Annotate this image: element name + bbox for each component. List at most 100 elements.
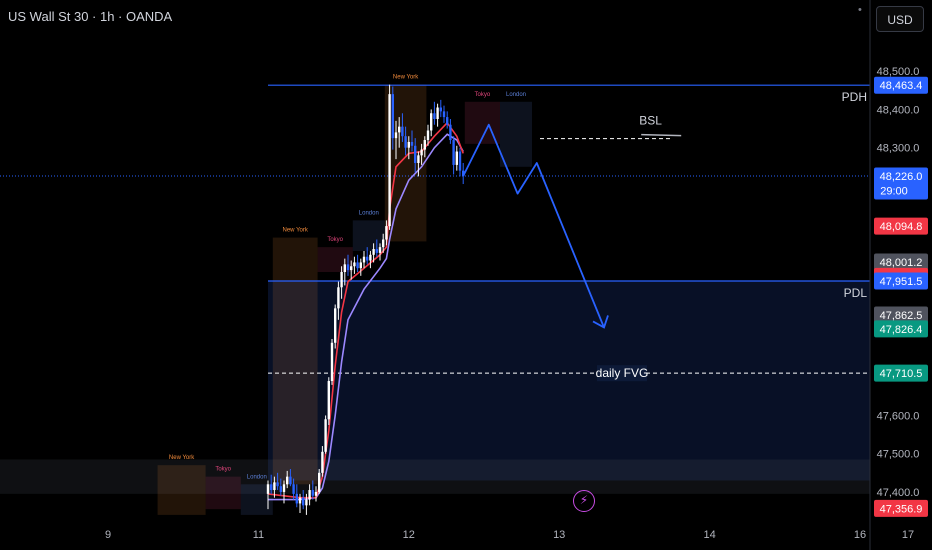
candle-body: [378, 247, 382, 253]
candle: [295, 484, 298, 508]
candle-body: [273, 482, 276, 491]
level-label-pdl: PDL: [844, 286, 868, 300]
candle-body: [375, 249, 378, 253]
candle-body: [385, 226, 388, 240]
projection-path: [462, 123, 605, 328]
session-box-5: [352, 220, 385, 251]
candle-body: [452, 140, 455, 165]
candle-body: [337, 287, 340, 309]
price-badge-label: 48,001.2: [880, 257, 923, 269]
candle-body: [442, 111, 446, 118]
candle: [410, 130, 414, 152]
candle: [449, 119, 452, 144]
candle-body: [439, 107, 442, 112]
candle: [359, 258, 362, 276]
candle-body: [289, 476, 292, 485]
candle-body: [436, 107, 439, 120]
candle: [298, 493, 302, 513]
session-label-5: London: [359, 210, 379, 216]
candle: [455, 145, 458, 171]
candle-body: [369, 254, 372, 261]
candle-body: [334, 308, 337, 343]
price-badge: [874, 306, 928, 324]
candle: [414, 138, 417, 173]
candle-body: [266, 484, 270, 494]
price-badge-label: 48,463.4: [880, 80, 923, 92]
price-badge-label: 48,094.8: [880, 221, 923, 233]
candle: [356, 254, 359, 273]
lightning-icon[interactable]: ⚡: [573, 490, 595, 512]
candle-body: [414, 145, 417, 163]
price-badge-label: 48,226.0: [880, 171, 923, 183]
x-tick-label: 16: [854, 529, 866, 541]
candle: [442, 105, 446, 123]
price-badge: [874, 253, 928, 271]
currency-button[interactable]: USD: [876, 6, 924, 32]
range-band: [0, 459, 870, 494]
candle-body: [388, 94, 391, 227]
candle: [366, 247, 369, 265]
candle-body: [343, 264, 346, 273]
y-tick-label: 47,500.0: [877, 449, 920, 461]
candle: [314, 486, 318, 502]
candle: [388, 84, 391, 230]
candle-body: [330, 342, 334, 382]
candle-body: [394, 132, 398, 139]
candle: [346, 254, 350, 276]
candle: [426, 124, 430, 146]
candle-body: [356, 262, 359, 269]
candle-body: [404, 136, 407, 148]
candle: [369, 250, 372, 269]
candle: [279, 478, 282, 496]
candle: [404, 126, 407, 156]
candle: [458, 147, 462, 177]
candle-body: [401, 126, 404, 137]
candle-body: [398, 126, 401, 133]
candle: [452, 136, 455, 175]
candle-body: [430, 113, 433, 131]
candle: [394, 120, 398, 160]
projection-arrowhead: [592, 315, 609, 329]
candle-body: [286, 476, 289, 485]
candle: [462, 162, 465, 185]
price-badge: [874, 364, 928, 382]
candle: [305, 493, 308, 515]
y-tick-label: 48,400.0: [877, 104, 920, 116]
candle: [324, 415, 327, 454]
candle-body: [426, 130, 430, 141]
candle: [318, 468, 321, 494]
candle: [289, 468, 292, 487]
price-badge-label: 47,356.9: [880, 503, 923, 515]
candle: [327, 377, 330, 426]
price-badge: [874, 320, 928, 338]
candle: [372, 243, 375, 263]
session-label-4: Tokyo: [327, 237, 343, 243]
candle-body: [382, 239, 385, 248]
candle-body: [298, 497, 302, 504]
candle: [423, 136, 426, 158]
candle-body: [279, 486, 282, 492]
price-badge-countdown: 29:00: [880, 185, 908, 197]
candle: [302, 490, 305, 510]
candle: [343, 258, 346, 286]
candle-body: [407, 141, 410, 148]
price-badge-label: 47,951.5: [880, 276, 923, 288]
level-label-pdh: PDH: [842, 90, 867, 104]
price-badge: [874, 272, 928, 290]
more-options-icon[interactable]: •: [858, 4, 862, 16]
candle: [401, 113, 404, 142]
session-box-6: [384, 84, 427, 242]
candle: [385, 220, 388, 246]
candle: [282, 480, 286, 504]
candle: [382, 233, 385, 253]
candle: [391, 86, 394, 150]
candle-body: [346, 264, 350, 271]
y-tick-label: 48,500.0: [877, 66, 920, 78]
x-tick-label: 13: [553, 529, 565, 541]
candle-body: [340, 272, 343, 288]
candle-body: [359, 262, 362, 269]
candle: [337, 281, 340, 320]
y-tick-label: 47,400.0: [877, 487, 920, 499]
session-box-8: [500, 101, 532, 167]
